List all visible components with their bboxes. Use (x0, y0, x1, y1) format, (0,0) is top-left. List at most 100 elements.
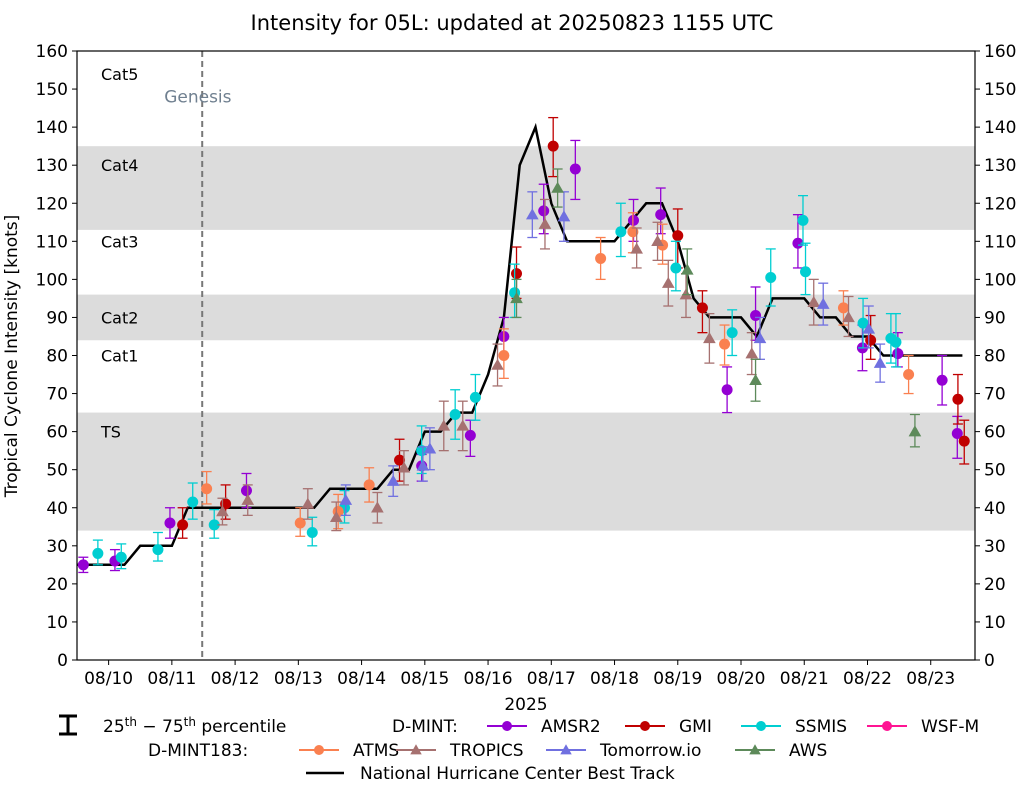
point-amsr2 (936, 374, 948, 386)
point-gmi (952, 393, 964, 405)
x-tick-label: 08/22 (843, 669, 892, 689)
y-tick-label-left: 40 (46, 499, 68, 519)
point-gmi (958, 435, 970, 447)
point-ssmis (797, 214, 809, 226)
point-tropics (703, 332, 716, 344)
point-amsr2 (750, 310, 762, 322)
point-tomorrow-io (873, 356, 887, 368)
series-tomorrow-io (339, 191, 887, 517)
point-tropics (491, 358, 504, 370)
x-axis-label: 2025 (504, 695, 547, 715)
point-ssmis (306, 526, 318, 538)
point-gmi (696, 302, 708, 314)
point-tropics (397, 461, 411, 473)
point-ssmis (469, 391, 481, 403)
point-tomorrow-io (423, 442, 437, 454)
category-band-ts (77, 412, 975, 531)
point-tropics (661, 276, 675, 288)
x-tick-label: 08/21 (780, 669, 829, 689)
y-tick-label-right: 120 (984, 194, 1016, 214)
point-tropics (437, 419, 451, 431)
point-gmi (672, 230, 684, 242)
y-tick-label-right: 20 (984, 575, 1006, 595)
x-tick-label: 08/15 (400, 669, 449, 689)
point-tomorrow-io (557, 210, 571, 222)
point-amsr2 (792, 237, 804, 249)
point-tomorrow-io (339, 493, 353, 505)
point-ssmis (890, 336, 902, 348)
point-tropics (216, 505, 229, 517)
point-tomorrow-io (525, 208, 539, 220)
point-amsr2 (464, 429, 476, 441)
point-ssmis (670, 262, 682, 274)
point-tomorrow-io (753, 332, 767, 344)
point-amsr2 (77, 559, 89, 571)
y-tick-label-left: 20 (46, 575, 68, 595)
point-gmi (394, 454, 406, 466)
point-tropics (371, 501, 384, 513)
y-tick-label-right: 0 (984, 651, 995, 671)
legend-marker-tomorrow-io (560, 744, 572, 755)
y-tick-label-right: 130 (984, 156, 1016, 176)
legend-dmint183-label: D-MINT183: (148, 741, 248, 761)
legend-marker-amsr2 (502, 721, 512, 731)
point-tropics (842, 311, 855, 323)
x-tick-label: 08/19 (653, 669, 702, 689)
point-tropics (241, 493, 255, 505)
point-amsr2 (892, 348, 904, 360)
y-tick-label-left: 30 (46, 537, 68, 557)
point-ssmis (800, 266, 812, 278)
point-atms (837, 302, 849, 314)
x-tick-label: 08/11 (147, 669, 196, 689)
x-tick-label: 08/20 (717, 669, 766, 689)
point-atms (627, 226, 639, 238)
y-tick-label-right: 140 (984, 118, 1016, 138)
point-amsr2 (538, 205, 550, 217)
y-tick-label-left: 130 (36, 156, 68, 176)
y-tick-label-left: 70 (46, 385, 68, 405)
point-gmi (177, 519, 189, 531)
y-tick-label-right: 50 (984, 461, 1006, 481)
y-tick-label-right: 60 (984, 423, 1006, 443)
point-amsr2 (240, 485, 252, 497)
point-amsr2 (164, 517, 176, 529)
series-ssmis (92, 194, 902, 570)
point-atms (201, 483, 213, 495)
series-atms (201, 212, 915, 537)
y-tick-label-right: 10 (984, 613, 1006, 633)
category-label-cat4: Cat4 (101, 156, 138, 175)
legend-marker-gmi (640, 721, 650, 731)
point-atms (595, 252, 607, 264)
legend-marker-aws (749, 744, 761, 755)
x-tick-label: 08/10 (84, 669, 133, 689)
legend-label-aws: AWS (789, 741, 827, 761)
point-aws (510, 292, 523, 304)
point-aws (908, 425, 922, 437)
chart-title: Intensity for 05L: updated at 20250823 1… (251, 11, 774, 35)
point-tomorrow-io (386, 474, 400, 486)
point-ssmis (92, 547, 104, 559)
y-tick-label-right: 70 (984, 385, 1006, 405)
x-tick-label: 08/16 (464, 669, 513, 689)
category-band-cat4 (77, 146, 975, 230)
percentile-label-part: 25 (103, 717, 125, 737)
y-tick-label-right: 80 (984, 347, 1006, 367)
legend-label-amsr2: AMSR2 (541, 717, 601, 737)
y-tick-label-left: 50 (46, 461, 68, 481)
point-amsr2 (721, 384, 733, 396)
x-tick-label: 08/12 (211, 669, 260, 689)
x-tick-label: 08/13 (274, 669, 323, 689)
point-ssmis (208, 519, 220, 531)
legend-label-atms: ATMS (353, 741, 399, 761)
y-tick-label-left: 60 (46, 423, 68, 443)
legend-label-tropics: TROPICS (449, 741, 524, 761)
point-tomorrow-io (816, 297, 830, 309)
point-ssmis (615, 226, 627, 238)
point-atms (903, 369, 915, 381)
percentile-label: 25th − 75th percentile (103, 715, 286, 737)
legend-dmint-label: D-MINT: (392, 717, 458, 737)
genesis-label: Genesis (164, 88, 231, 108)
legend-label-ssmis: SSMIS (795, 717, 847, 737)
